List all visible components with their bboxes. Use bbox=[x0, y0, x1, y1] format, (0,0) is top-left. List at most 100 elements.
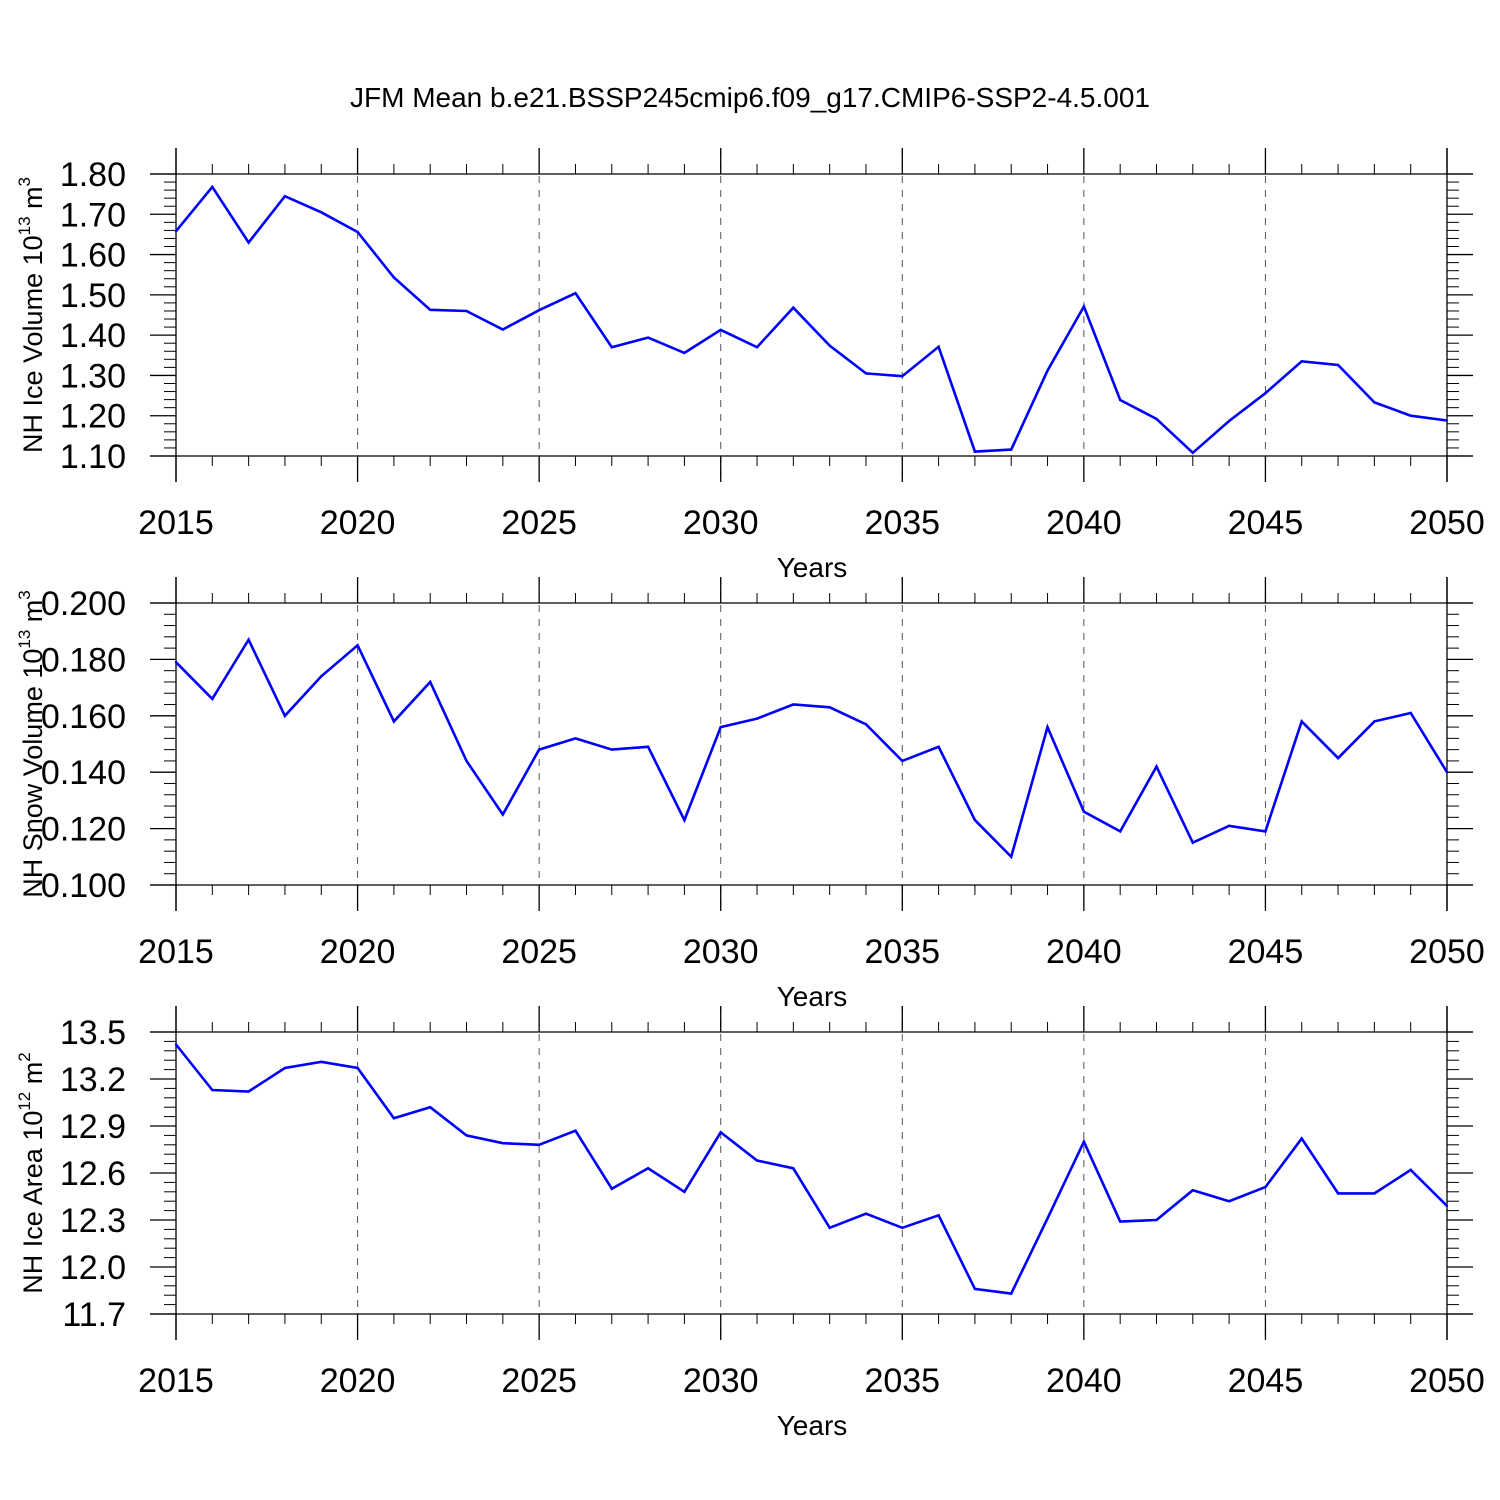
data-point bbox=[683, 818, 686, 822]
data-point bbox=[320, 211, 323, 214]
data-point bbox=[1010, 855, 1013, 858]
data-point bbox=[356, 644, 359, 647]
panel-2: 2015 2020 2025 2030 2035 2040 2045 2050 0.200 0.1… bbox=[15, 577, 1485, 1012]
data-point bbox=[792, 306, 795, 309]
data-point bbox=[356, 1066, 359, 1070]
data-point bbox=[174, 1043, 178, 1046]
data-point bbox=[683, 1190, 686, 1194]
data-point bbox=[792, 703, 795, 706]
data-point bbox=[1227, 824, 1231, 827]
data-point bbox=[755, 346, 759, 349]
x-tick-label: 2015 bbox=[138, 1362, 214, 1400]
y-tick-label: 0.160 bbox=[41, 698, 126, 736]
y-tick-label: 0.140 bbox=[41, 754, 126, 792]
x-tick-label: 2050 bbox=[1409, 933, 1485, 971]
data-point bbox=[1409, 711, 1412, 715]
data-point bbox=[1010, 1292, 1013, 1295]
x-tick-label: 2020 bbox=[320, 933, 396, 971]
data-point bbox=[719, 328, 722, 332]
x-tick-label: 2030 bbox=[683, 504, 759, 542]
data-point bbox=[1155, 417, 1158, 421]
x-tick-label: 2015 bbox=[138, 504, 214, 542]
y-tick-label: 0.180 bbox=[41, 641, 126, 679]
x-axis-label: Years bbox=[777, 552, 848, 583]
data-point bbox=[320, 675, 323, 678]
data-point bbox=[1046, 1217, 1049, 1220]
data-point bbox=[1118, 1220, 1122, 1223]
data-point bbox=[937, 345, 940, 349]
data-point bbox=[574, 292, 577, 295]
y-tick-label: 0.120 bbox=[41, 811, 126, 849]
data-point bbox=[755, 717, 759, 720]
data-point bbox=[1118, 830, 1122, 833]
data-point bbox=[864, 1212, 868, 1215]
y-tick-label: 1.10 bbox=[60, 438, 126, 476]
data-point bbox=[537, 1143, 541, 1147]
y-tick-label: 1.50 bbox=[60, 277, 126, 315]
data-point bbox=[574, 1129, 577, 1132]
data-point bbox=[1227, 1200, 1231, 1203]
data-point bbox=[1445, 419, 1449, 422]
x-tick-label: 2045 bbox=[1228, 1362, 1304, 1400]
x-tick-label: 2040 bbox=[1046, 933, 1122, 971]
panel-1: 2015 2020 2025 2030 2035 2040 2045 2050 1.801.70… bbox=[15, 148, 1485, 583]
data-point bbox=[465, 759, 468, 763]
data-point bbox=[1155, 1218, 1158, 1222]
data-point bbox=[1191, 451, 1195, 454]
y-tick-label: 1.20 bbox=[60, 398, 126, 436]
x-tick-label: 2035 bbox=[864, 933, 940, 971]
data-point bbox=[465, 309, 468, 313]
data-point bbox=[465, 1134, 468, 1137]
y-tick-label: 1.70 bbox=[60, 196, 126, 234]
y-tick-label: 12.0 bbox=[60, 1249, 126, 1287]
y-tick-label: 1.80 bbox=[60, 156, 126, 194]
data-point bbox=[1445, 1204, 1449, 1208]
data-point bbox=[1082, 810, 1086, 813]
x-tick-label: 2050 bbox=[1409, 1362, 1485, 1400]
data-point bbox=[283, 194, 287, 198]
x-axis-label: Years bbox=[777, 981, 848, 1012]
data-point bbox=[1373, 1192, 1376, 1195]
data-point bbox=[537, 748, 541, 751]
data-point bbox=[1191, 1189, 1195, 1192]
x-tick-label: 2035 bbox=[864, 504, 940, 542]
y-tick-label: 11.7 bbox=[62, 1296, 126, 1334]
data-point bbox=[1300, 360, 1303, 363]
x-tick-label: 2015 bbox=[138, 933, 214, 971]
y-axis-label: NH Snow Volume 1013 m3 bbox=[15, 590, 48, 898]
x-tick-label: 2045 bbox=[1228, 933, 1304, 971]
data-point bbox=[973, 450, 977, 453]
data-point bbox=[392, 1116, 396, 1120]
y-tick-label: 1.60 bbox=[60, 237, 126, 275]
data-point bbox=[283, 1066, 287, 1070]
data-point bbox=[1336, 363, 1340, 367]
data-point bbox=[537, 308, 541, 312]
data-point bbox=[174, 661, 178, 664]
data-point bbox=[755, 1159, 759, 1162]
data-point bbox=[1300, 1137, 1303, 1140]
data-point bbox=[429, 680, 432, 684]
x-axis-label: Years bbox=[777, 1410, 848, 1441]
x-tick-label: 2030 bbox=[683, 933, 759, 971]
data-point bbox=[1191, 841, 1195, 844]
y-tick-label: 13.2 bbox=[60, 1061, 126, 1099]
data-point bbox=[792, 1167, 795, 1170]
data-point bbox=[901, 1226, 904, 1230]
x-tick-label: 2030 bbox=[683, 1362, 759, 1400]
data-point bbox=[501, 328, 505, 331]
data-point bbox=[610, 346, 613, 349]
y-tick-label: 0.200 bbox=[41, 585, 126, 623]
data-point bbox=[1336, 756, 1340, 760]
chart-title: JFM Mean b.e21.BSSP245cmip6.f09_g17.CMIP… bbox=[350, 82, 1150, 113]
data-point bbox=[610, 1187, 613, 1190]
data-point bbox=[392, 276, 396, 279]
y-tick-label: 0.100 bbox=[41, 867, 126, 905]
data-point bbox=[1046, 725, 1049, 729]
data-point bbox=[283, 714, 287, 717]
data-point bbox=[683, 351, 686, 355]
x-tick-label: 2035 bbox=[864, 1362, 940, 1400]
data-point bbox=[429, 308, 432, 311]
data-point bbox=[247, 241, 250, 244]
data-point bbox=[1300, 720, 1303, 723]
data-point bbox=[501, 813, 505, 816]
